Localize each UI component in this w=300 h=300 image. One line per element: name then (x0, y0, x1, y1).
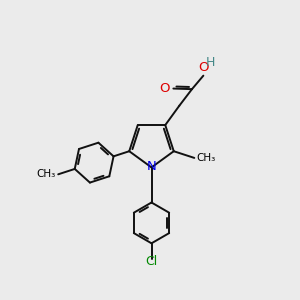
Text: Cl: Cl (146, 255, 158, 268)
Text: H: H (206, 56, 215, 69)
Text: CH₃: CH₃ (197, 153, 216, 163)
Text: CH₃: CH₃ (37, 169, 56, 179)
Text: O: O (159, 82, 170, 95)
Text: N: N (147, 160, 156, 173)
Text: O: O (199, 61, 209, 74)
